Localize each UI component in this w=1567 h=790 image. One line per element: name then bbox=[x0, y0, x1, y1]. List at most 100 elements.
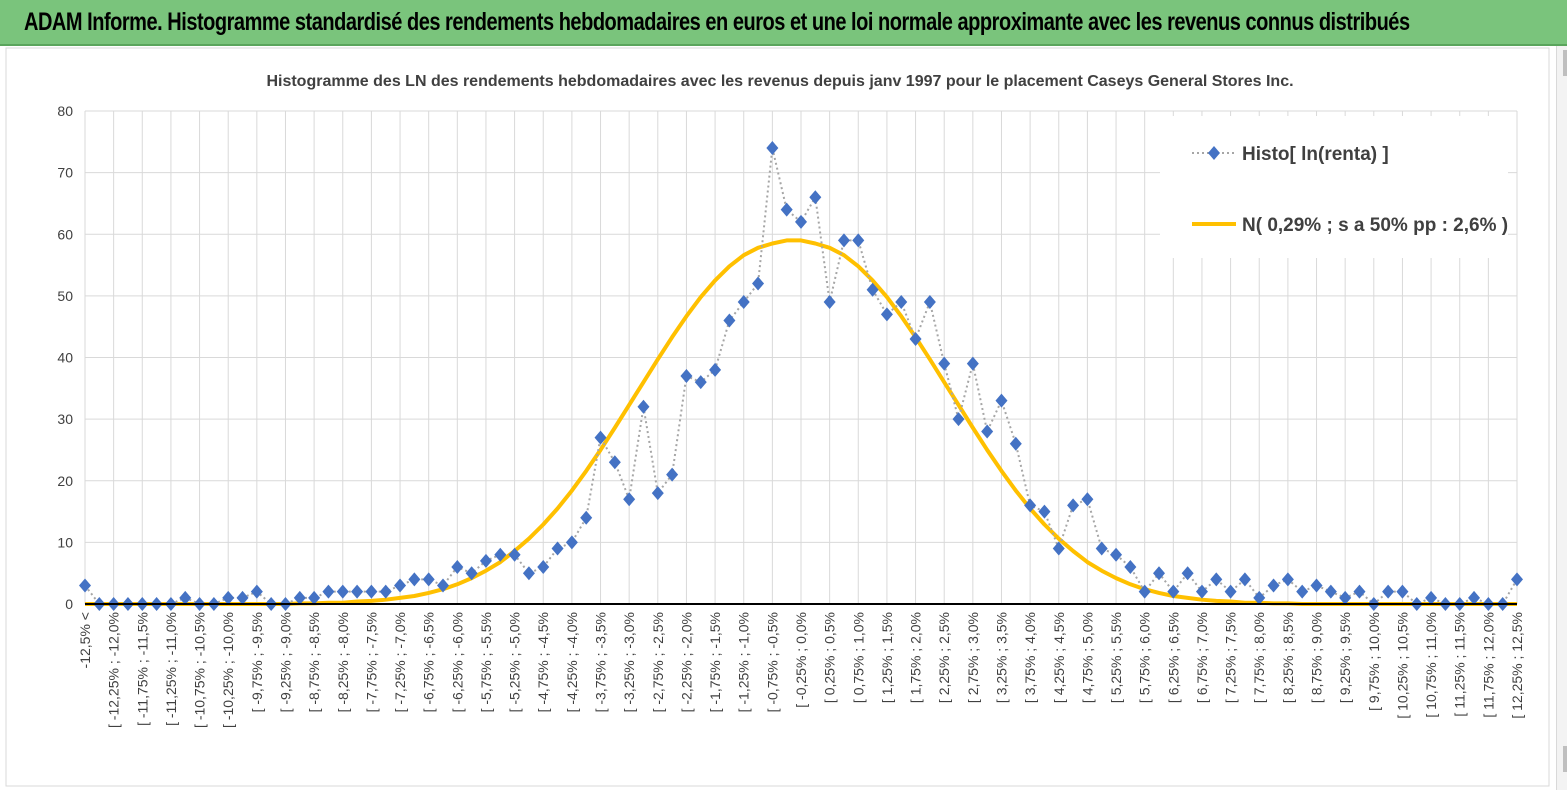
histogram-point bbox=[1281, 572, 1294, 587]
histogram-point bbox=[437, 578, 449, 593]
histogram-point bbox=[1224, 584, 1237, 599]
histogram-point bbox=[1009, 436, 1022, 451]
histogram-point bbox=[866, 282, 879, 297]
histogram-point bbox=[1382, 584, 1395, 599]
x-tick-label: [ -3,25% ; -3,0% bbox=[621, 612, 637, 712]
x-tick-label: [ 4,25% ; 4,5% bbox=[1051, 612, 1067, 703]
x-axis-labels: -12,5% < [ -12,25% ; -12,0% [ -11,75% ; -1… bbox=[77, 612, 1525, 728]
histogram-point bbox=[479, 553, 492, 568]
histogram-point bbox=[594, 430, 607, 445]
histogram-point bbox=[494, 547, 507, 562]
histogram-point bbox=[351, 584, 364, 599]
histogram-point bbox=[880, 307, 893, 322]
x-tick-label: [ -5,75% ; -5,5% bbox=[478, 612, 494, 712]
y-tick-label: 0 bbox=[65, 596, 73, 612]
x-tick-label: [ 11,25% ; 11,5% bbox=[1452, 612, 1468, 717]
histogram-point bbox=[1024, 498, 1037, 513]
histogram-point bbox=[852, 233, 865, 248]
x-tick-label: [ -6,75% ; -6,5% bbox=[421, 612, 437, 712]
histogram-point bbox=[1353, 584, 1366, 599]
histogram-point bbox=[709, 362, 722, 377]
legend: Histo[ ln(renta) ] N( 0,29% ; s a 50% pp… bbox=[1160, 116, 1508, 258]
x-tick-label: [ -2,25% ; -2,0% bbox=[678, 612, 694, 712]
histogram-point bbox=[179, 590, 192, 605]
x-tick-label: [ -7,75% ; -7,5% bbox=[363, 612, 379, 712]
x-tick-label: [ -11,25% ; -11,0% bbox=[163, 612, 179, 726]
histogram-series-layer bbox=[79, 140, 1523, 611]
x-tick-label: [ -4,75% ; -4,5% bbox=[535, 612, 551, 712]
histogram-point bbox=[408, 572, 421, 587]
histogram-point bbox=[666, 467, 679, 482]
x-tick-label: [ 5,75% ; 6,0% bbox=[1137, 612, 1153, 703]
histogram-point bbox=[981, 424, 994, 439]
histogram-point bbox=[379, 584, 392, 599]
histogram-point bbox=[1339, 590, 1352, 605]
histogram-point bbox=[394, 578, 407, 593]
histogram-point bbox=[823, 295, 836, 310]
histogram-point bbox=[79, 578, 91, 593]
histogram-point bbox=[608, 455, 621, 470]
x-tick-label: [ -4,25% ; -4,0% bbox=[564, 612, 580, 712]
histogram-point bbox=[637, 399, 650, 414]
x-tick-label: [ -10,25% ; -10,0% bbox=[220, 612, 236, 728]
histogram-point bbox=[723, 313, 736, 328]
histogram-point bbox=[1052, 541, 1065, 556]
histogram-point bbox=[837, 233, 850, 248]
y-tick-label: 40 bbox=[57, 350, 73, 366]
histogram-point bbox=[1511, 572, 1523, 587]
histogram-point bbox=[1095, 541, 1108, 556]
x-tick-label: [ -6,25% ; -6,0% bbox=[449, 612, 465, 712]
histogram-point bbox=[1167, 584, 1180, 599]
report-banner: ADAM Informe. Histogramme standardisé de… bbox=[0, 0, 1567, 46]
x-tick-label: [ -8,75% ; -8,5% bbox=[306, 612, 322, 712]
window-edge bbox=[1556, 46, 1567, 790]
histogram-point bbox=[451, 560, 464, 575]
chart-title: Histogramme des LN des rendements hebdom… bbox=[266, 73, 1293, 90]
histogram-point bbox=[308, 590, 321, 605]
histogram-point bbox=[236, 590, 249, 605]
x-tick-label: [ 1,75% ; 2,0% bbox=[908, 612, 924, 703]
x-tick-label: [ 7,25% ; 7,5% bbox=[1223, 612, 1239, 703]
histogram-point bbox=[895, 295, 908, 310]
x-tick-label: [ 2,75% ; 3,0% bbox=[965, 612, 981, 703]
y-tick-label: 10 bbox=[57, 534, 73, 550]
histogram-point bbox=[250, 584, 263, 599]
x-tick-label: [ 12,25% ; 12,5% bbox=[1509, 612, 1525, 719]
histogram-point bbox=[322, 584, 335, 599]
histogram-point bbox=[1081, 492, 1094, 507]
histogram-point bbox=[336, 584, 349, 599]
x-tick-label: [ -9,25% ; -9,0% bbox=[277, 612, 293, 712]
x-tick-label: [ 6,25% ; 6,5% bbox=[1165, 612, 1181, 703]
histogram-point bbox=[1067, 498, 1080, 513]
legend-diamond-marker bbox=[1208, 146, 1220, 160]
y-tick-label: 70 bbox=[57, 165, 73, 181]
histogram-point bbox=[465, 566, 478, 581]
y-tick-label: 20 bbox=[57, 473, 73, 489]
histogram-point bbox=[780, 202, 793, 217]
histogram-point bbox=[1468, 590, 1481, 605]
histogram-point bbox=[651, 486, 664, 501]
x-tick-label: -12,5% < bbox=[77, 612, 93, 668]
histogram-point bbox=[1238, 572, 1251, 587]
histogram-chart: Histogramme des LN des rendements hebdom… bbox=[5, 47, 1550, 787]
x-tick-label: [ -0,25% ; 0,0% bbox=[793, 612, 809, 708]
x-tick-label: [ 7,75% ; 8,0% bbox=[1251, 612, 1267, 703]
x-tick-label: [ 10,75% ; 11,0% bbox=[1423, 612, 1439, 718]
x-tick-label: [ -1,75% ; -1,5% bbox=[707, 612, 723, 712]
histogram-point bbox=[1396, 584, 1409, 599]
histogram-point bbox=[537, 560, 550, 575]
histogram-point bbox=[1296, 584, 1309, 599]
histogram-point bbox=[1210, 572, 1223, 587]
histogram-point bbox=[1425, 590, 1438, 605]
histogram-point bbox=[1310, 578, 1323, 593]
histogram-point bbox=[752, 276, 765, 291]
histogram-point bbox=[1253, 590, 1266, 605]
scroll-notch-top bbox=[1563, 50, 1567, 76]
x-tick-label: [ 3,75% ; 4,0% bbox=[1022, 612, 1038, 703]
x-tick-label: [ 8,25% ; 8,5% bbox=[1280, 612, 1296, 703]
histogram-point bbox=[508, 547, 521, 562]
x-tick-label: [ -0,75% ; -0,5% bbox=[764, 612, 780, 712]
scroll-notch-bottom bbox=[1563, 746, 1567, 772]
histogram-point bbox=[565, 535, 578, 550]
histogram-point bbox=[995, 393, 1008, 408]
